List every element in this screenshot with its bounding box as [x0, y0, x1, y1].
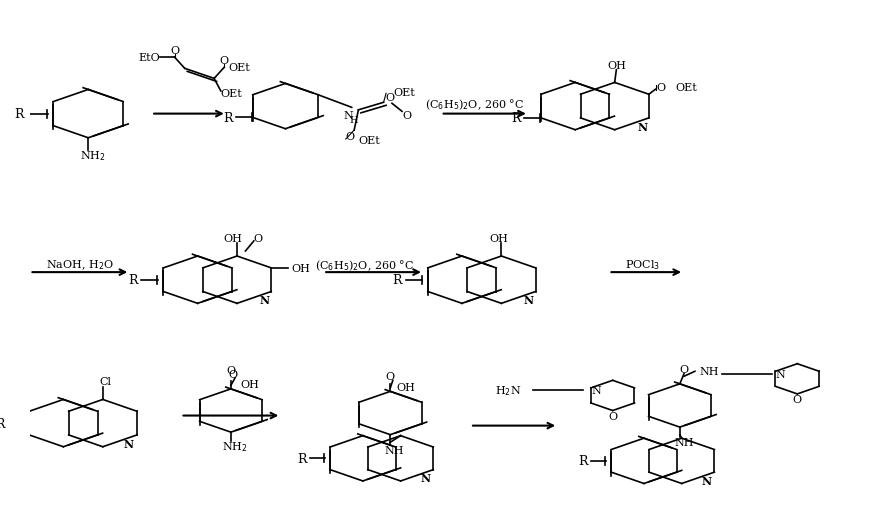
Text: O: O	[607, 411, 616, 421]
Text: O: O	[402, 111, 411, 121]
Text: OH: OH	[291, 263, 309, 273]
Text: EtO: EtO	[138, 53, 160, 63]
Text: R: R	[392, 274, 401, 287]
Text: R: R	[296, 452, 306, 465]
Text: N: N	[259, 295, 269, 306]
Text: R: R	[222, 112, 232, 125]
Text: H: H	[349, 116, 358, 125]
Text: NH$_2$: NH$_2$	[222, 439, 248, 453]
Text: OEt: OEt	[358, 136, 380, 146]
Text: O: O	[229, 369, 238, 379]
Text: O: O	[345, 132, 355, 142]
Text: O: O	[385, 93, 395, 103]
Text: N: N	[636, 121, 647, 132]
Text: H$_2$N: H$_2$N	[494, 384, 521, 397]
Text: OEt: OEt	[394, 88, 415, 98]
Text: R: R	[577, 454, 587, 468]
Text: O: O	[656, 83, 665, 93]
Text: OH: OH	[240, 379, 258, 389]
Text: O: O	[253, 233, 262, 243]
Text: OH: OH	[395, 383, 415, 392]
Text: N: N	[343, 111, 353, 121]
Text: OH: OH	[223, 233, 242, 243]
Text: O: O	[385, 372, 395, 382]
Text: R: R	[0, 417, 5, 430]
Text: R: R	[511, 112, 520, 125]
Text: (C$_6$H$_5$)$_2$O, 260 °C: (C$_6$H$_5$)$_2$O, 260 °C	[315, 258, 415, 272]
Text: POCl$_3$: POCl$_3$	[624, 258, 659, 272]
Text: NH$_2$: NH$_2$	[79, 149, 105, 163]
Text: OEt: OEt	[675, 83, 697, 93]
Text: OEt: OEt	[229, 63, 250, 73]
Text: R: R	[14, 108, 23, 121]
Text: O: O	[792, 394, 801, 404]
Text: R: R	[128, 274, 137, 287]
Text: NH: NH	[699, 367, 718, 377]
Text: OH: OH	[489, 233, 507, 243]
Text: NH: NH	[673, 437, 693, 447]
Text: Cl: Cl	[99, 377, 111, 386]
Text: O: O	[219, 56, 229, 66]
Text: N: N	[700, 475, 711, 486]
Text: O: O	[679, 364, 687, 374]
Text: O: O	[170, 46, 179, 56]
Text: O: O	[226, 366, 235, 376]
Text: N: N	[420, 472, 429, 483]
Text: NaOH, H$_2$O: NaOH, H$_2$O	[46, 258, 114, 272]
Text: NH: NH	[384, 445, 404, 455]
Text: N: N	[523, 295, 534, 306]
Text: OH: OH	[607, 61, 625, 71]
Text: N: N	[123, 438, 133, 449]
Text: OEt: OEt	[220, 89, 242, 99]
Text: N: N	[775, 369, 785, 379]
Text: N: N	[590, 386, 600, 395]
Text: (C$_6$H$_5$)$_2$O, 260 °C: (C$_6$H$_5$)$_2$O, 260 °C	[424, 97, 523, 112]
